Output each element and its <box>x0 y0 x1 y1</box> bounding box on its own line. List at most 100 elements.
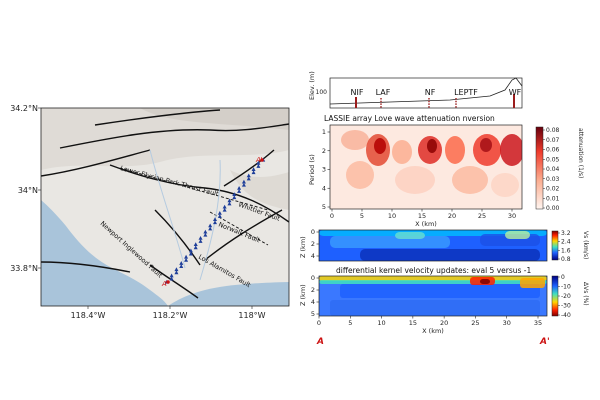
tick-label: 5 <box>348 319 352 327</box>
attenuation-blob <box>445 136 465 164</box>
tick-label: 0.03 <box>546 176 560 183</box>
lon-label: 118°W <box>238 311 265 320</box>
tick-label: 4 <box>311 252 315 260</box>
velocity-colorbar <box>551 230 559 261</box>
tick-label: 10 <box>388 212 396 220</box>
tick-label: 35 <box>534 319 542 327</box>
attenuation-ylabel: Period (s) <box>308 154 316 185</box>
update-region <box>520 278 545 288</box>
station-marker <box>208 223 213 228</box>
tick-label: 0.02 <box>546 186 560 193</box>
lat-label: 34°N <box>18 186 38 195</box>
station-marker <box>188 251 193 256</box>
velocity-y-ticks: 0 2 4 <box>311 228 319 260</box>
update-title: differential kernel velocity updates: ev… <box>336 266 531 275</box>
attenuation-blob <box>500 134 522 166</box>
station-marker <box>256 164 261 168</box>
fault-abbrev-label: NIF <box>351 88 364 97</box>
attenuation-blob <box>427 139 437 153</box>
update-panel: differential kernel velocity updates: ev… <box>299 266 589 347</box>
fault-line <box>149 264 199 299</box>
station-marker <box>169 273 174 278</box>
attenuation-x-ticks: 0 5 10 15 20 25 30 <box>330 209 516 220</box>
profile-start-marker <box>166 280 170 284</box>
fault-abbrev-label: WF <box>509 88 522 97</box>
update-colorbar-ticks: 0 -10 -20 -30 -40 <box>558 274 571 319</box>
attenuation-frame <box>329 124 523 210</box>
station-marker <box>251 167 256 171</box>
velocity-region <box>330 236 450 248</box>
fault-line <box>109 164 289 223</box>
station-marker <box>227 201 232 206</box>
attenuation-panel: LASSIE array Love wave attenuation nvers… <box>308 114 584 228</box>
velocity-field <box>319 230 547 261</box>
map-terrain-shade-3 <box>230 170 289 210</box>
tick-label: 0 <box>317 319 321 327</box>
attenuation-colorbar-ticks: 0.08 0.07 0.06 0.05 0.04 0.03 0.02 0.01 0.00 <box>543 127 560 212</box>
station-marker <box>198 236 203 240</box>
attenuation-colorbar-label: attenuation (1/s) <box>577 128 584 178</box>
tick-label: 0 <box>330 212 334 220</box>
update-colorbar <box>551 275 559 317</box>
update-frame <box>318 275 548 317</box>
attenuation-blob <box>395 166 435 194</box>
tick-label: 0.04 <box>546 166 560 173</box>
station-marker <box>169 276 174 281</box>
update-region <box>480 279 490 284</box>
tick-label: 0.08 <box>546 127 560 134</box>
fault-abbrev-label: LEPTF <box>454 88 478 97</box>
station-marker <box>241 179 246 184</box>
station-marker <box>227 198 232 203</box>
update-ylabel: Z (km) <box>299 284 307 306</box>
tick-label: 4 <box>322 184 326 192</box>
tick-label: 5 <box>360 212 364 220</box>
tick-label: 1.6 <box>561 247 571 254</box>
station-marker <box>212 220 217 225</box>
station-marker <box>232 192 237 197</box>
lat-label: 34.2°N <box>10 104 38 113</box>
update-y-ticks: 0 2 4 5 <box>311 274 319 318</box>
fault-line <box>41 261 131 273</box>
tick-label: 3.2 <box>561 230 571 237</box>
station-marker <box>251 170 256 175</box>
attenuation-blob <box>452 166 488 194</box>
station-marker <box>241 182 246 187</box>
fault-dashed <box>119 167 269 211</box>
tick-label: -40 <box>561 312 571 319</box>
station-marker <box>174 270 179 275</box>
station-marker <box>222 207 227 212</box>
attenuation-field <box>341 130 522 197</box>
station-marker <box>203 232 208 237</box>
velocity-ylabel: Z (km) <box>299 236 307 258</box>
tick-label: 25 <box>471 319 479 327</box>
profile-end-marker <box>260 158 264 162</box>
station-marker <box>256 160 261 165</box>
fault-abbrev-label: LAF <box>376 88 391 97</box>
station-marker <box>179 261 184 265</box>
tick-label: 25 <box>478 212 486 220</box>
map-profile-start-label: A <box>161 280 167 288</box>
elevation-ylabel: Elev. (m) <box>308 71 316 100</box>
elevation-profile-line <box>329 77 523 105</box>
station-marker <box>237 189 242 193</box>
attenuation-y-ticks: 1 2 3 4 5 <box>322 128 330 211</box>
tick-label: -20 <box>561 293 571 300</box>
station-marker <box>184 257 189 262</box>
tick-label: 30 <box>508 212 516 220</box>
tick-label: 5 <box>322 203 326 211</box>
tick-label: 0.00 <box>546 205 560 212</box>
tick-label: 0.07 <box>546 137 560 144</box>
station-marker <box>222 204 227 209</box>
elevation-panel: Elev. (m) 100 NIF LAF NF LEPTF WF <box>308 71 523 109</box>
update-field <box>319 276 547 316</box>
update-region <box>340 284 540 298</box>
fault-line <box>204 209 283 261</box>
attenuation-blob <box>374 138 386 154</box>
update-colorbar-label: ΔVs (%) <box>582 282 589 306</box>
velocity-panel: Z (km) 0 2 4 3.2 2.41.6 0.8 Vs (km/s) <box>299 228 589 263</box>
attenuation-blob <box>341 130 369 150</box>
tick-label: 2 <box>322 147 326 155</box>
station-marker <box>193 242 198 247</box>
tick-label: 0.06 <box>546 147 560 154</box>
tick-label: 4 <box>311 298 315 306</box>
